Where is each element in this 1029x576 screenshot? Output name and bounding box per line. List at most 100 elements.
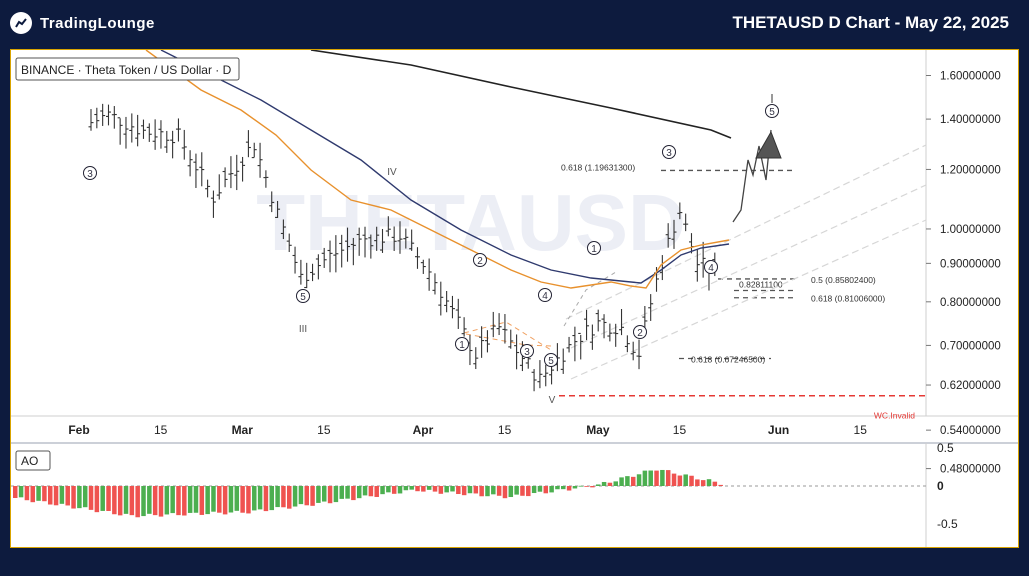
ao-bar [677,475,683,486]
ao-bar [94,486,100,513]
ao-bar [391,486,397,494]
price-bar [356,227,362,256]
ao-bar [596,484,601,486]
ao-bar [182,486,187,516]
price-bar [251,142,257,159]
price-bar [146,123,152,142]
price-bar [444,290,450,313]
ao-bar [333,486,339,503]
ao-tick-label: 0 [937,479,944,493]
ao-bar [426,486,432,490]
ao-bar [526,486,531,497]
ao-bar [316,486,321,503]
price-bar [280,219,286,240]
fib-level-label: 0.82811100 [739,280,783,290]
ao-bar [700,480,706,486]
ao-bar [129,486,135,516]
wave-label-circle [633,325,647,339]
ao-legend: AO [21,454,38,468]
ao-bar [461,486,467,496]
price-bar [636,339,642,370]
x-tick-label: Apr [413,423,434,437]
price-bar [152,119,158,150]
ao-bar [671,473,677,486]
ao-bar [537,486,543,492]
price-bar [648,294,654,321]
y-tick-label: 0.90000000 [940,258,1001,270]
price-bar [461,317,467,337]
page-title: THETAUSD D Chart - May 22, 2025 [732,13,1009,32]
price-bar [578,332,584,360]
ao-bar [176,486,181,516]
price-bar [613,323,619,347]
ao-bar [409,486,414,490]
ao-bar [135,486,140,518]
price-chart: THETAUSD 0.618 (1.19631300) 0.5 (0.858024… [11,50,1018,547]
price-bar [181,129,187,160]
price-bar [333,235,339,273]
ao-bar [240,486,245,513]
x-tick-label: 15 [673,423,687,437]
fib-level-label: 0.618 (0.81006000) [811,294,885,304]
price-bar [595,309,601,332]
price-bar [473,347,479,370]
price-bar [210,190,216,218]
ao-bar [217,486,222,513]
wave-label-text: 5 [548,356,554,367]
ao-bar [397,486,403,494]
ao-bar [613,481,618,486]
ema-fast-line [145,50,730,289]
price-bar [490,311,496,338]
ao-bar [234,486,240,511]
ao-bar [147,486,152,514]
trend-channel-line [565,144,927,320]
ao-bar [572,486,578,489]
ao-bar [345,486,350,499]
wave-label-text: 4 [708,263,714,274]
price-bar [671,219,677,249]
ao-bar [578,485,584,487]
ao-bar [117,486,123,516]
y-tick-label: 1.60000000 [940,71,1001,83]
price-bar [601,314,607,339]
price-bar [170,130,176,159]
wave-label: 2 [633,325,647,339]
y-tick-label: 0.48000000 [940,464,1001,476]
price-bar [677,202,683,220]
y-tick-label: 0.62000000 [940,380,1001,392]
invalidation-label: WC.Invalid [874,411,915,421]
price-bar [175,118,181,142]
ao-bar [496,486,502,496]
price-bar [531,369,537,392]
ao-bar [415,486,420,492]
x-tick-label: 15 [854,423,868,437]
price-bar [665,223,671,248]
price-bar [362,226,368,258]
wave-label-circle [296,289,310,303]
price-bar [123,116,129,149]
price-bar [380,228,385,253]
ao-bar [584,486,589,487]
ao-bar [222,486,228,515]
wave-label-circle [587,241,601,255]
ao-bar [88,486,94,510]
price-bar [164,130,170,153]
wave-channel-line [465,333,552,347]
ao-bar [24,486,30,501]
ao-bar [65,486,70,506]
price-bar [286,233,292,253]
price-bar [624,335,630,353]
wave-label: V [549,395,556,406]
wave-label-text: IV [387,167,397,178]
price-bar [560,348,566,374]
ao-bar [531,486,537,494]
price-bar [257,142,263,178]
wave-label-text: 2 [477,256,483,267]
x-tick-label: Jun [768,423,789,437]
ao-bar [199,486,205,515]
ao-bar [683,474,688,486]
ao-bar [36,486,41,501]
price-bar [496,313,502,336]
price-bar [88,109,94,131]
ao-legend-box [15,450,51,471]
